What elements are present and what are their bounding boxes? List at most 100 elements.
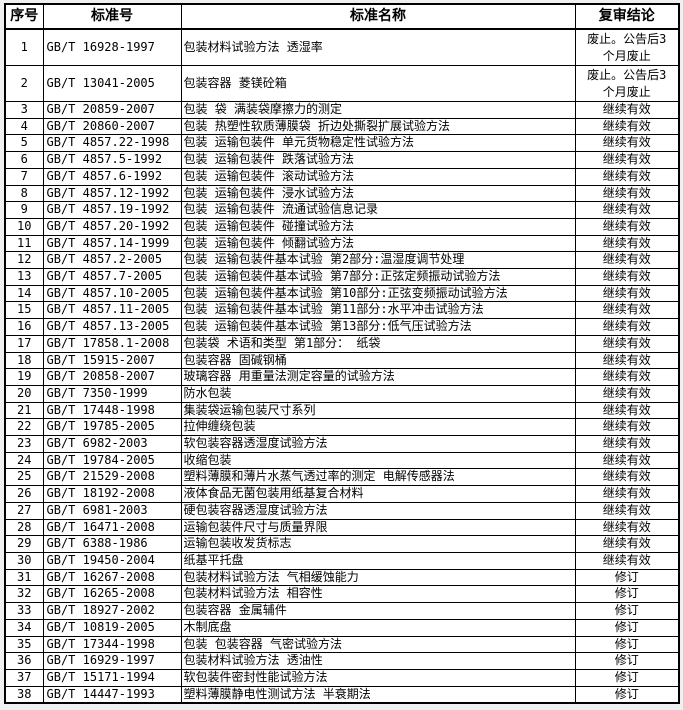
cell-index: 14 xyxy=(4,284,44,303)
col-header-index: 序号 xyxy=(4,3,44,30)
table-row: 27 GB/T 6981-2003 硬包装容器透湿度试验方法 继续有效 xyxy=(4,501,680,520)
cell-review-conclusion: 继续有效 xyxy=(574,334,680,353)
cell-index: 32 xyxy=(4,585,44,604)
cell-review-conclusion: 继续有效 xyxy=(574,234,680,253)
cell-index: 21 xyxy=(4,401,44,420)
cell-review-conclusion: 继续有效 xyxy=(574,401,680,420)
cell-standard-name: 包装 袋 满装袋摩擦力的测定 xyxy=(180,101,576,119)
table-row: 3 GB/T 20859-2007 包装 袋 满装袋摩擦力的测定 继续有效 xyxy=(4,101,680,119)
cell-index: 5 xyxy=(4,134,44,153)
cell-standard-number: GB/T 18927-2002 xyxy=(42,602,182,620)
cell-index: 25 xyxy=(4,468,44,487)
cell-standard-name: 运输包装收发货标志 xyxy=(180,535,576,553)
cell-standard-number: GB/T 7350-1999 xyxy=(42,384,182,403)
cell-standard-number: GB/T 4857.2-2005 xyxy=(42,251,182,270)
header-row: 序号 标准号 标准名称 复审结论 xyxy=(4,3,680,30)
cell-review-conclusion: 继续有效 xyxy=(574,251,680,270)
cell-standard-number: GB/T 4857.10-2005 xyxy=(42,284,182,303)
table-row: 31 GB/T 16267-2008 包装材料试验方法 气相缓蚀能力 修订 xyxy=(4,568,680,587)
cell-index: 12 xyxy=(4,251,44,270)
cell-review-conclusion: 废止。公告后3个月废止 xyxy=(574,65,680,102)
cell-index: 23 xyxy=(4,435,44,453)
cell-standard-name: 包装袋 术语和类型 第1部分： 纸袋 xyxy=(180,334,576,353)
table-row: 17 GB/T 17858.1-2008 包装袋 术语和类型 第1部分： 纸袋 继续有… xyxy=(4,334,680,353)
cell-standard-name: 包装 运输包装件基本试验 第13部分:低气压试验方法 xyxy=(180,318,576,336)
table-row: 1 GB/T 16928-1997 包装材料试验方法 透湿率 废止。公告后3个月废止 xyxy=(4,28,680,66)
cell-standard-number: GB/T 18192-2008 xyxy=(42,485,182,503)
cell-standard-number: GB/T 14447-1993 xyxy=(42,685,182,704)
cell-review-conclusion: 继续有效 xyxy=(574,284,680,303)
cell-standard-number: GB/T 6388-1986 xyxy=(42,535,182,553)
table-row: 33 GB/T 18927-2002 包装容器 金属辅件 修订 xyxy=(4,602,680,620)
standards-review-table: 序号 标准号 标准名称 复审结论 1 GB/T 16928-1997 包装材料试验方… xyxy=(4,3,680,705)
table-row: 32 GB/T 16265-2008 包装材料试验方法 相容性 修订 xyxy=(4,585,680,604)
cell-standard-number: GB/T 20858-2007 xyxy=(42,368,182,386)
cell-review-conclusion: 继续有效 xyxy=(574,468,680,487)
table-row: 29 GB/T 6388-1986 运输包装收发货标志 继续有效 xyxy=(4,535,680,553)
cell-standard-name: 包装 运输包装件 碰撞试验方法 xyxy=(180,217,576,236)
cell-standard-number: GB/T 16267-2008 xyxy=(42,568,182,587)
cell-index: 2 xyxy=(4,65,44,102)
cell-review-conclusion: 继续有效 xyxy=(574,501,680,520)
table-row: 21 GB/T 17448-1998 集装袋运输包装尺寸系列 继续有效 xyxy=(4,401,680,420)
cell-standard-name: 包装容器 菱镁砼箱 xyxy=(180,65,576,102)
cell-review-conclusion: 继续有效 xyxy=(574,201,680,219)
cell-review-conclusion: 继续有效 xyxy=(574,351,680,370)
cell-standard-number: GB/T 6981-2003 xyxy=(42,501,182,520)
cell-standard-name: 包装材料试验方法 气相缓蚀能力 xyxy=(180,568,576,587)
cell-standard-name: 包装 运输包装件 跌落试验方法 xyxy=(180,151,576,169)
table-row: 16 GB/T 4857.13-2005 包装 运输包装件基本试验 第13部分:低气… xyxy=(4,318,680,336)
cell-review-conclusion: 继续有效 xyxy=(574,451,680,470)
cell-standard-name: 硬包装容器透湿度试验方法 xyxy=(180,501,576,520)
cell-standard-name: 液体食品无菌包装用纸基复合材料 xyxy=(180,485,576,503)
cell-standard-number: GB/T 17344-1998 xyxy=(42,635,182,654)
cell-standard-number: GB/T 4857.11-2005 xyxy=(42,301,182,320)
cell-standard-name: 包装 运输包装件 流通试验信息记录 xyxy=(180,201,576,219)
cell-standard-number: GB/T 15915-2007 xyxy=(42,351,182,370)
cell-review-conclusion: 继续有效 xyxy=(574,535,680,553)
table-row: 23 GB/T 6982-2003 软包装容器透湿度试验方法 继续有效 xyxy=(4,435,680,453)
cell-index: 6 xyxy=(4,151,44,169)
table-row: 10 GB/T 4857.20-1992 包装 运输包装件 碰撞试验方法 继续有效 xyxy=(4,217,680,236)
cell-review-conclusion: 继续有效 xyxy=(574,184,680,203)
table-row: 28 GB/T 16471-2008 运输包装件尺寸与质量界限 继续有效 xyxy=(4,518,680,537)
cell-review-conclusion: 继续有效 xyxy=(574,167,680,186)
table-row: 14 GB/T 4857.10-2005 包装 运输包装件基本试验 第10部分:正弦… xyxy=(4,284,680,303)
cell-standard-name: 塑料薄膜静电性测试方法 半衰期法 xyxy=(180,685,576,704)
cell-standard-number: GB/T 19785-2005 xyxy=(42,418,182,437)
cell-standard-number: GB/T 4857.5-1992 xyxy=(42,151,182,169)
cell-standard-name: 集装袋运输包装尺寸系列 xyxy=(180,401,576,420)
table-row: 7 GB/T 4857.6-1992 包装 运输包装件 滚动试验方法 继续有效 xyxy=(4,167,680,186)
cell-standard-number: GB/T 4857.14-1999 xyxy=(42,234,182,253)
cell-review-conclusion: 废止。公告后3个月废止 xyxy=(574,28,680,66)
cell-index: 33 xyxy=(4,602,44,620)
cell-standard-number: GB/T 17858.1-2008 xyxy=(42,334,182,353)
cell-review-conclusion: 继续有效 xyxy=(574,301,680,320)
cell-index: 26 xyxy=(4,485,44,503)
cell-index: 17 xyxy=(4,334,44,353)
cell-index: 34 xyxy=(4,618,44,637)
cell-standard-name: 包装 运输包装件基本试验 第2部分:温湿度调节处理 xyxy=(180,251,576,270)
cell-index: 9 xyxy=(4,201,44,219)
cell-standard-name: 玻璃容器 用重量法测定容量的试验方法 xyxy=(180,368,576,386)
cell-standard-number: GB/T 4857.22-1998 xyxy=(42,134,182,153)
cell-index: 3 xyxy=(4,101,44,119)
table-row: 22 GB/T 19785-2005 拉伸缠绕包装 继续有效 xyxy=(4,418,680,437)
cell-review-conclusion: 继续有效 xyxy=(574,384,680,403)
table-row: 4 GB/T 20860-2007 包装 热塑性软质薄膜袋 折边处撕裂扩展试验方法继… xyxy=(4,117,680,136)
table-row: 6 GB/T 4857.5-1992 包装 运输包装件 跌落试验方法 继续有效 xyxy=(4,151,680,169)
cell-standard-number: GB/T 20859-2007 xyxy=(42,101,182,119)
cell-standard-name: 包装容器 固碱钢桶 xyxy=(180,351,576,370)
cell-review-conclusion: 继续有效 xyxy=(574,268,680,286)
cell-standard-name: 包装 运输包装件基本试验 第7部分:正弦定频振动试验方法 xyxy=(180,268,576,286)
table-row: 36 GB/T 16929-1997 包装材料试验方法 透油性 修订 xyxy=(4,652,680,670)
table-row: 38 GB/T 14447-1993 塑料薄膜静电性测试方法 半衰期法 修订 xyxy=(4,685,680,704)
cell-standard-name: 包装 包装容器 气密试验方法 xyxy=(180,635,576,654)
cell-index: 28 xyxy=(4,518,44,537)
cell-standard-name: 包装 运输包装件 滚动试验方法 xyxy=(180,167,576,186)
table-row: 19 GB/T 20858-2007 玻璃容器 用重量法测定容量的试验方法 继续有效 xyxy=(4,368,680,386)
table-row: 24 GB/T 19784-2005 收缩包装 继续有效 xyxy=(4,451,680,470)
cell-standard-name: 包装材料试验方法 透油性 xyxy=(180,652,576,670)
cell-review-conclusion: 修订 xyxy=(574,668,680,687)
cell-standard-number: GB/T 4857.7-2005 xyxy=(42,268,182,286)
